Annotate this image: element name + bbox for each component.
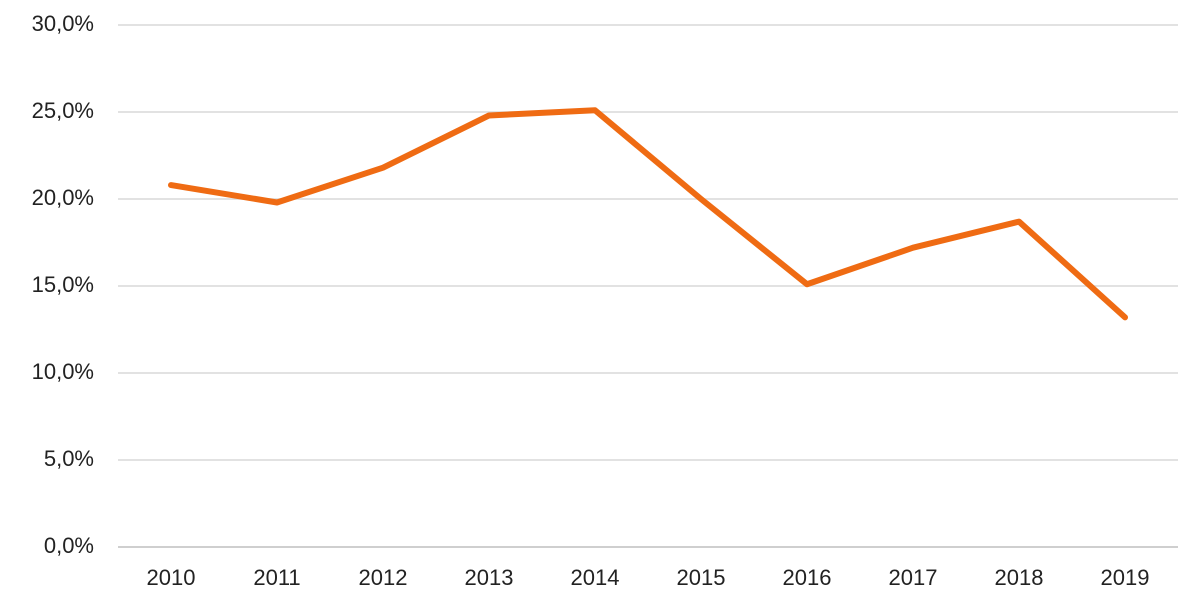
x-tick-label: 2010 xyxy=(147,565,196,590)
x-tick-label: 2018 xyxy=(995,565,1044,590)
y-tick-label: 20,0% xyxy=(32,185,94,210)
x-tick-label: 2013 xyxy=(465,565,514,590)
x-tick-label: 2015 xyxy=(677,565,726,590)
y-tick-label: 15,0% xyxy=(32,272,94,297)
x-tick-label: 2016 xyxy=(783,565,832,590)
y-tick-label: 30,0% xyxy=(32,11,94,36)
y-tick-label: 5,0% xyxy=(44,446,94,471)
y-tick-label: 25,0% xyxy=(32,98,94,123)
y-tick-label: 0,0% xyxy=(44,533,94,558)
x-tick-label: 2014 xyxy=(571,565,620,590)
x-tick-label: 2011 xyxy=(253,565,300,590)
line-series xyxy=(168,107,1128,321)
x-tick-label: 2019 xyxy=(1101,565,1150,590)
x-tick-label: 2012 xyxy=(359,565,408,590)
y-tick-label: 10,0% xyxy=(32,359,94,384)
x-tick-label: 2017 xyxy=(889,565,938,590)
